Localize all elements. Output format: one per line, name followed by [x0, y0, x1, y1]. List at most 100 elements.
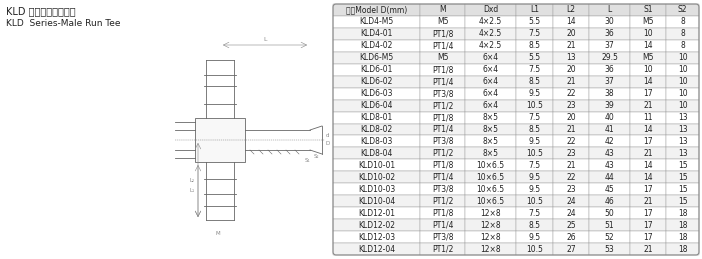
Text: M5: M5	[437, 17, 449, 26]
Text: 9.5: 9.5	[528, 89, 541, 98]
Bar	[630, 207, 666, 219]
Bar	[420, 88, 465, 100]
Text: 型号Model D(mm): 型号Model D(mm)	[346, 5, 407, 15]
Text: 10×6.5: 10×6.5	[477, 173, 505, 182]
Text: KLD10-03: KLD10-03	[358, 185, 395, 194]
Bar	[420, 64, 465, 76]
Text: 23: 23	[566, 185, 576, 194]
Text: 44: 44	[604, 173, 614, 182]
Bar	[630, 135, 666, 147]
Bar	[420, 195, 465, 207]
Text: 7.5: 7.5	[528, 113, 541, 122]
Bar	[465, 76, 516, 88]
Text: 5.5: 5.5	[528, 53, 541, 62]
Bar	[589, 28, 630, 40]
Bar	[420, 231, 465, 243]
Text: KLD8-04: KLD8-04	[360, 149, 393, 158]
Bar	[630, 243, 666, 255]
Bar	[589, 147, 630, 159]
Text: 50: 50	[604, 209, 614, 218]
Text: M5: M5	[437, 53, 449, 62]
Bar	[516, 183, 552, 195]
Bar	[589, 171, 630, 183]
Bar	[552, 100, 589, 112]
Bar	[552, 88, 589, 100]
Bar	[630, 124, 666, 135]
Text: 17: 17	[643, 89, 653, 98]
Text: 45: 45	[604, 185, 614, 194]
Bar	[516, 112, 552, 124]
Text: L₂: L₂	[190, 177, 195, 183]
Text: 13: 13	[678, 137, 687, 146]
Bar	[516, 40, 552, 52]
Bar	[552, 159, 589, 171]
Text: M: M	[439, 5, 446, 15]
Bar	[552, 171, 589, 183]
Bar	[465, 88, 516, 100]
Text: 15: 15	[678, 197, 687, 206]
Bar	[630, 159, 666, 171]
Bar	[516, 100, 552, 112]
Text: 10: 10	[643, 65, 653, 74]
Bar	[465, 28, 516, 40]
Text: 36: 36	[604, 65, 614, 74]
Bar	[420, 28, 465, 40]
Bar	[465, 243, 516, 255]
Bar	[666, 100, 699, 112]
Bar	[420, 40, 465, 52]
Bar	[195, 118, 245, 162]
Bar	[333, 112, 420, 124]
Text: D: D	[326, 141, 330, 146]
Text: KLD6-01: KLD6-01	[360, 65, 393, 74]
Bar	[666, 243, 699, 255]
Bar	[630, 195, 666, 207]
Bar	[333, 207, 420, 219]
Bar	[516, 4, 552, 16]
Text: M5: M5	[642, 17, 654, 26]
Text: L2: L2	[567, 5, 576, 15]
Bar	[666, 124, 699, 135]
Text: 12×8: 12×8	[480, 244, 501, 254]
Bar	[552, 219, 589, 231]
Text: KLD10-02: KLD10-02	[358, 173, 395, 182]
Bar	[552, 124, 589, 135]
Bar	[333, 4, 420, 16]
Text: M5: M5	[642, 53, 654, 62]
Text: 14: 14	[643, 173, 653, 182]
Text: 8: 8	[680, 41, 685, 50]
Bar	[552, 28, 589, 40]
Text: 10: 10	[678, 101, 687, 110]
Bar	[516, 64, 552, 76]
Text: 9.5: 9.5	[528, 233, 541, 242]
Bar	[465, 40, 516, 52]
Text: PT3/8: PT3/8	[432, 89, 453, 98]
Text: 8×5: 8×5	[483, 113, 498, 122]
Bar	[420, 171, 465, 183]
Text: 8.5: 8.5	[529, 41, 541, 50]
Bar	[420, 4, 465, 16]
Bar	[420, 207, 465, 219]
Text: 42: 42	[604, 137, 614, 146]
Text: 51: 51	[604, 221, 614, 230]
Text: 21: 21	[566, 77, 576, 86]
Bar	[666, 88, 699, 100]
Bar	[589, 52, 630, 64]
Text: d: d	[326, 133, 329, 138]
Bar	[333, 40, 420, 52]
Bar	[666, 171, 699, 183]
Text: PT1/4: PT1/4	[432, 125, 453, 134]
Bar	[666, 64, 699, 76]
Bar	[589, 231, 630, 243]
Text: 10.5: 10.5	[526, 149, 543, 158]
Bar	[516, 135, 552, 147]
Text: 21: 21	[643, 244, 653, 254]
Bar	[666, 159, 699, 171]
Bar	[552, 112, 589, 124]
Bar	[552, 40, 589, 52]
Text: PT3/8: PT3/8	[432, 185, 453, 194]
Bar	[666, 195, 699, 207]
Text: 8.5: 8.5	[529, 125, 541, 134]
Text: KLD12-01: KLD12-01	[358, 209, 395, 218]
Bar	[465, 219, 516, 231]
Bar	[630, 183, 666, 195]
